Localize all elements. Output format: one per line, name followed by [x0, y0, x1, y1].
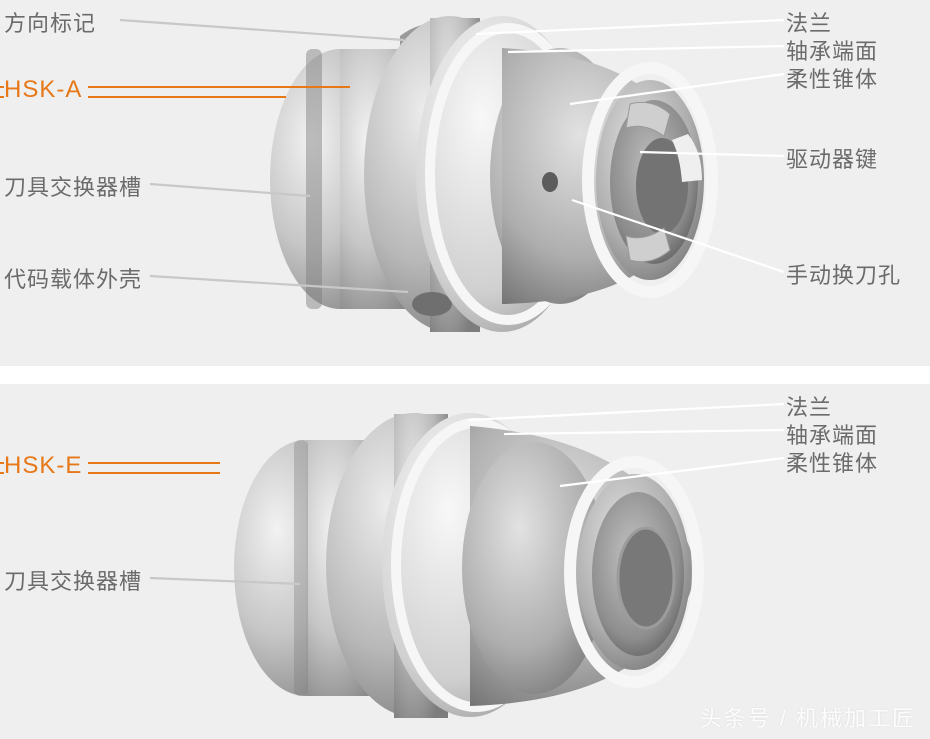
label-code-shell: 代码载体外壳	[4, 262, 142, 294]
title-hsk-e: HSK-E	[4, 452, 88, 480]
label-manual-hole: 手动换刀孔	[786, 258, 901, 290]
title-hsk-a: HSK-A	[4, 76, 88, 104]
watermark: 头条号 / 机械加工匠	[700, 701, 916, 733]
label-tool-slot: 刀具交换器槽	[4, 170, 142, 202]
label-tool-slot-e: 刀具交换器槽	[4, 564, 142, 596]
label-dir-mark: 方向标记	[4, 6, 96, 38]
label-flex-cone-e: 柔性锥体	[786, 446, 878, 478]
panel-hsk-a: HSK-A 方向标记 刀具交换器槽 代码载体外壳 法兰 轴承端面 柔性锥体 驱动…	[0, 0, 930, 366]
label-flex-cone: 柔性锥体	[786, 62, 878, 94]
panel-hsk-e: HSK-E 刀具交换器槽 法兰 轴承端面 柔性锥体 头条号 / 机械加工匠	[0, 384, 930, 739]
panel-gap	[0, 366, 930, 384]
render-hsk-e	[214, 400, 734, 730]
label-drive-key: 驱动器键	[786, 142, 878, 174]
page-root: HSK-A 方向标记 刀具交换器槽 代码载体外壳 法兰 轴承端面 柔性锥体 驱动…	[0, 0, 930, 739]
render-hsk-a	[250, 4, 750, 362]
